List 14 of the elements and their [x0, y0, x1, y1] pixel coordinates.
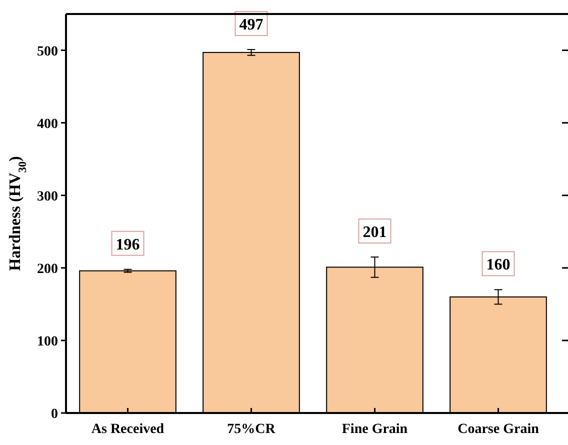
data-label: 201 [362, 224, 387, 242]
x-tick-label: Fine Grain [342, 422, 408, 437]
data-label: 196 [116, 236, 140, 254]
y-tick-label: 300 [37, 189, 58, 204]
data-label: 497 [239, 16, 264, 34]
data-label: 160 [486, 256, 510, 274]
x-tick-label: As Received [91, 422, 164, 437]
x-tick-label: Coarse Grain [458, 422, 540, 437]
x-tick-label: 75%CR [227, 422, 276, 437]
y-tick-label: 500 [37, 44, 58, 60]
y-tick-label: 0 [51, 407, 58, 422]
y-tick-label: 100 [37, 334, 58, 350]
y-tick-label: 200 [37, 262, 58, 277]
y-tick-label: 400 [37, 116, 58, 132]
